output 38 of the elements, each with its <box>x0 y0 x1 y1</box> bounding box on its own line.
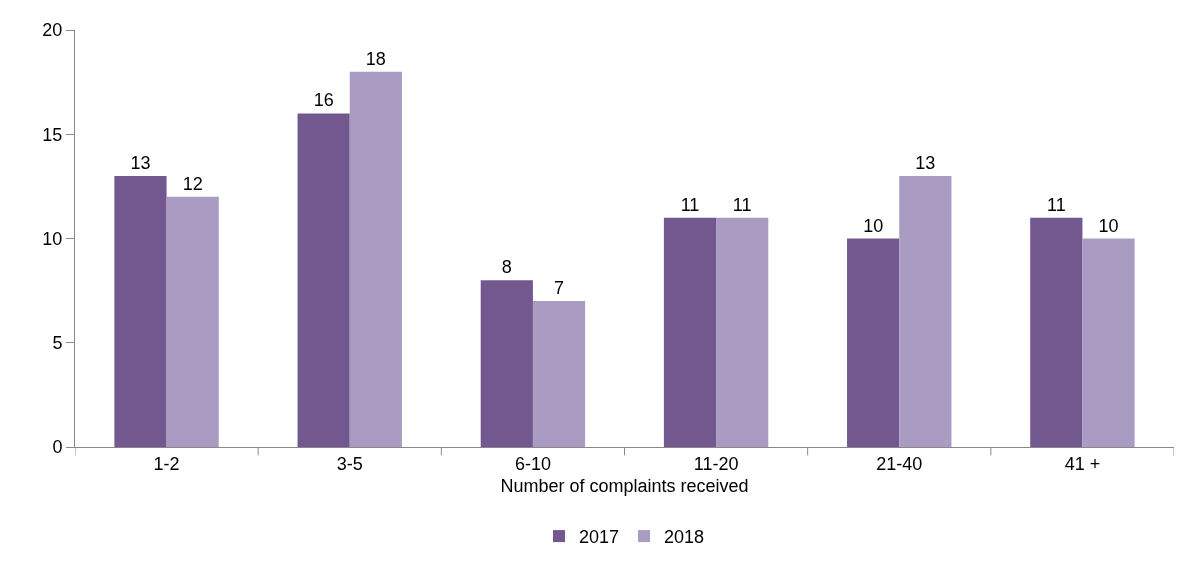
data-label: 18 <box>365 48 386 69</box>
data-label: 11 <box>732 194 752 215</box>
data-label: 11 <box>680 194 700 215</box>
data-label: 16 <box>313 90 334 111</box>
y-tick-label: 15 <box>42 124 63 145</box>
x-tick-label: 3-5 <box>336 453 363 474</box>
bar <box>114 175 167 447</box>
x-axis-title: Number of complaints received <box>500 475 749 496</box>
data-label: 7 <box>554 278 565 299</box>
bar <box>1030 217 1083 447</box>
bar <box>899 175 952 447</box>
data-label: 13 <box>130 152 151 173</box>
bar <box>847 238 900 447</box>
bar <box>1082 238 1135 447</box>
bar <box>663 217 717 447</box>
x-tick-label: 21-40 <box>876 453 923 474</box>
y-tick-label: 20 <box>42 20 63 41</box>
legend-label: 2017 <box>579 527 620 548</box>
y-tick-label: 0 <box>52 437 63 458</box>
bar <box>349 71 402 447</box>
x-tick-label: 11-20 <box>693 453 739 474</box>
data-label: 12 <box>182 173 203 194</box>
bar <box>166 196 219 447</box>
bar <box>532 301 586 447</box>
y-tick-label: 5 <box>52 333 63 354</box>
data-label: 8 <box>501 257 512 278</box>
bar <box>480 280 533 447</box>
data-label: 10 <box>1098 215 1119 236</box>
x-tick-label: 6-10 <box>514 453 551 474</box>
data-label: 10 <box>863 215 884 236</box>
x-tick-label: 1-2 <box>153 453 180 474</box>
x-tick-label: 41 + <box>1064 453 1101 474</box>
bar <box>297 113 350 447</box>
legend-label: 2018 <box>664 527 705 548</box>
y-tick-label: 10 <box>42 228 63 249</box>
bar <box>716 217 769 447</box>
data-label: 13 <box>915 152 936 173</box>
data-label: 11 <box>1046 194 1066 215</box>
